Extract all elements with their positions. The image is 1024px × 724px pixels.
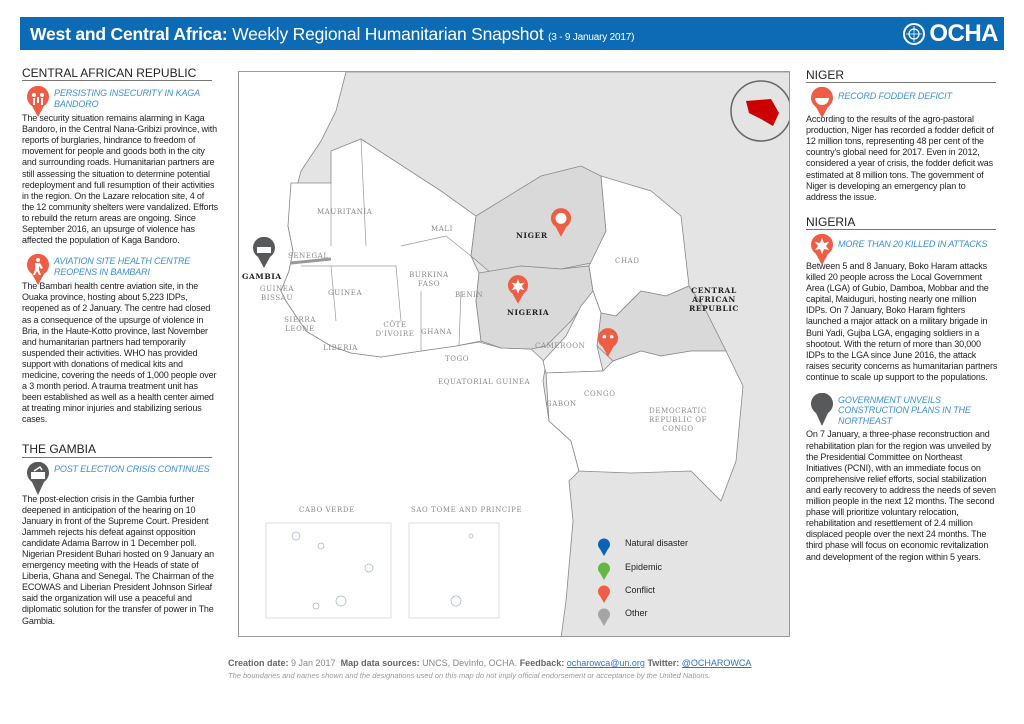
news-item: RECORD FODDER DEFICIT According to the r… <box>806 87 998 203</box>
twitter-link[interactable]: @OCHAROWCA <box>681 658 752 668</box>
label-cameroon: CAMEROON <box>535 342 586 350</box>
section-heading-gambia: THE GAMBIA <box>22 443 212 458</box>
page-title: West and Central Africa: Weekly Regional… <box>30 24 635 44</box>
country-borders <box>301 138 472 351</box>
ocha-logo: OCHA <box>902 20 998 48</box>
gambia-river <box>290 257 332 265</box>
un-emblem-icon <box>903 23 926 45</box>
news-item: MORE THAN 20 KILLED IN ATTACKS Between 5… <box>806 233 998 383</box>
label-nigeria: NIGERIA <box>507 308 550 317</box>
gambia-map-pin-icon[interactable] <box>252 237 276 269</box>
news-item: PERSISTING INSECURITY IN KAGA BANDORO Th… <box>22 86 218 246</box>
label-togo: TOGO <box>445 355 470 363</box>
regional-map: MAURITANIA MALI NIGER CHAD SENEGAL GAMBI… <box>238 71 790 637</box>
label-ghana: GHANA <box>421 328 452 336</box>
disclaimer: The boundaries and names shown and the d… <box>228 671 711 680</box>
label-sierra-leone: SIERRA LEONE <box>284 316 316 333</box>
ballot-box-icon <box>27 461 49 495</box>
attack-icon <box>811 233 833 265</box>
footer-credits: Creation date: 9 Jan 2017 Map data sourc… <box>228 658 752 668</box>
label-sao-tome: SAO TOME AND PRINCIPE <box>411 506 523 514</box>
left-column: CENTRAL AFRICAN REPUBLIC PERSISTING INSE… <box>22 67 218 627</box>
map-canvas <box>265 72 789 636</box>
nigeria-map-pin-icon[interactable] <box>507 274 529 306</box>
news-item: GOVERNMENT UNVEILS CONSTRUCTION PLANS IN… <box>806 392 998 563</box>
other-pin-icon <box>811 392 833 426</box>
niger-map-pin-icon[interactable] <box>550 207 572 239</box>
car-map-pin-icon[interactable] <box>597 327 619 359</box>
label-central-african-republic: CENTRAL AFRICAN REPUBLIC <box>688 286 740 313</box>
country-nigeria <box>475 265 594 350</box>
label-cabo-verde: CABO VERDE <box>299 506 355 514</box>
legend-label: Conflict <box>625 585 656 595</box>
label-senegal: SENEGAL <box>288 252 329 260</box>
conflict-pin-icon <box>598 585 610 603</box>
label-niger: NIGER <box>516 231 548 240</box>
region-highlight <box>746 99 779 126</box>
health-facility-icon <box>27 254 49 286</box>
section-heading-nigeria: NIGERIA <box>806 216 996 230</box>
legend-label: Natural disaster <box>625 538 689 548</box>
epidemic-pin-icon <box>598 562 610 580</box>
section-heading-niger: NIGER <box>806 69 996 84</box>
label-mali: MALI <box>431 225 454 233</box>
stp-inset <box>408 522 500 619</box>
label-gabon: GABON <box>546 400 577 408</box>
header-bar: West and Central Africa: Weekly Regional… <box>20 17 1004 50</box>
label-liberia: LIBERIA <box>323 344 358 352</box>
news-item: POST ELECTION CRISIS CONTINUES The post-… <box>22 461 218 627</box>
conflict-people-icon <box>27 86 49 118</box>
other-pin-icon <box>598 608 610 626</box>
right-column: NIGER RECORD FODDER DEFICIT According to… <box>806 69 998 563</box>
label-gambia: GAMBIA <box>242 272 282 281</box>
natural-disaster-pin-icon <box>598 538 610 556</box>
label-chad: CHAD <box>615 257 640 265</box>
label-congo: CONGO <box>584 390 616 398</box>
label-burkina-faso: BURKINA FASO <box>409 271 449 288</box>
label-cote-divoire: CÔTE D'IVOIRE <box>375 321 415 338</box>
section-heading-car: CENTRAL AFRICAN REPUBLIC <box>22 67 212 82</box>
feedback-email-link[interactable]: ocharowca@un.org <box>566 658 645 668</box>
central-africa-countries <box>545 350 744 502</box>
cabo-verde-inset <box>265 522 392 619</box>
label-mauritania: MAURITANIA <box>317 208 373 216</box>
legend-label: Epidemic <box>625 562 663 572</box>
label-guinea-bissau: GUINEA BISSAU <box>259 285 295 302</box>
label-equatorial-guinea: EQUATORIAL GUINEA <box>438 378 531 386</box>
label-benin: BENIN <box>455 291 484 299</box>
news-item: AVIATION SITE HEALTH CENTRE REOPENS IN B… <box>22 254 218 425</box>
legend-label: Other <box>625 608 648 618</box>
food-insecurity-icon <box>811 87 833 119</box>
label-guinea: GUINEA <box>328 289 363 297</box>
label-drc: DEMOCRATIC REPUBLIC OF CONGO <box>648 407 708 433</box>
